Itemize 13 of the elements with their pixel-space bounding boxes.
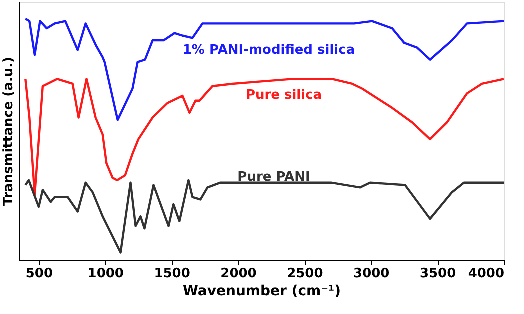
x-tick-label: 4000: [468, 266, 504, 282]
x-axis-title: Wavenumber (cm⁻¹): [182, 284, 342, 300]
x-tick-label: 2000: [220, 266, 257, 282]
x-tick-label: 3000: [354, 266, 390, 282]
x-tick-label: 3500: [420, 266, 456, 282]
series-label: Pure silica: [246, 88, 322, 103]
y-axis-title: Transmittance (a.u.): [2, 57, 16, 206]
x-tick-label: 1000: [88, 266, 124, 282]
x-tick-label: 2500: [287, 266, 324, 282]
series-label: Pure PANI: [238, 170, 310, 185]
x-tick-label: 500: [26, 266, 53, 282]
series-label: 1% PANI-modified silica: [182, 43, 356, 58]
x-tick-label: 1500: [154, 266, 190, 282]
